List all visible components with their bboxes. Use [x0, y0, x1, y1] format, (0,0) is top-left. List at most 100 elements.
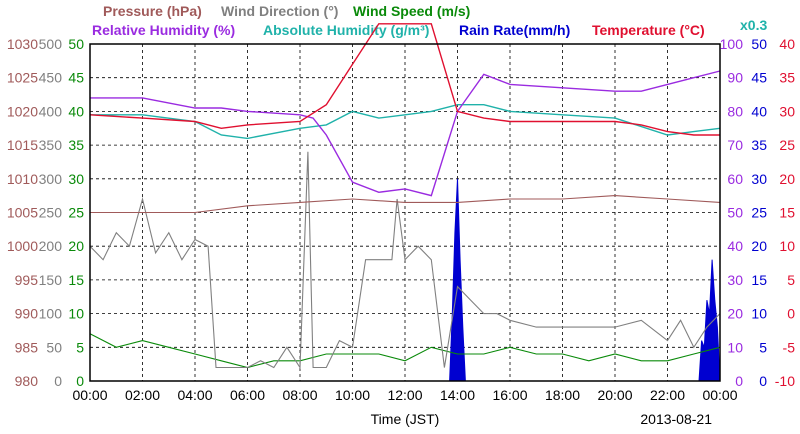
- y-tick-wind-direction: 100: [39, 306, 63, 322]
- y-tick-rain-rate: 40: [751, 103, 767, 119]
- x-tick-label: 18:00: [545, 387, 580, 403]
- y-tick-temperature: 10: [779, 238, 795, 254]
- y-tick-rain-rate: 25: [751, 205, 767, 221]
- x-tick-label: 12:00: [387, 387, 422, 403]
- legend-temperature: Temperature (°C): [592, 22, 705, 38]
- x-tick-label: 20:00: [597, 387, 632, 403]
- x-tick-label: 22:00: [650, 387, 685, 403]
- x-tick-label: 08:00: [282, 387, 317, 403]
- legend-relative-humidity: Relative Humidity (%): [92, 22, 235, 38]
- y-tick-temperature: 0: [787, 306, 795, 322]
- legend-wind-speed: Wind Speed (m/s): [353, 3, 470, 19]
- y-tick-wind-speed: 45: [68, 70, 84, 86]
- tick-labels: 1030102510201015101010051000995990985980…: [7, 36, 795, 403]
- series-humidity-absolute: [90, 103, 721, 140]
- x-axis-label: Time (JST): [371, 411, 440, 427]
- x-tick-label: 02:00: [125, 387, 160, 403]
- series-rain-rate: [90, 178, 721, 382]
- y-tick-temperature: 40: [779, 36, 795, 52]
- y-tick-rain-rate: 20: [751, 238, 767, 254]
- y-tick-humidity: 20: [727, 306, 743, 322]
- y-tick-rain-rate: 30: [751, 171, 767, 187]
- x-tick-label: 10:00: [335, 387, 370, 403]
- legend-wind-direction: Wind Direction (°): [221, 3, 338, 19]
- series-humidity: [90, 70, 721, 197]
- y-tick-pressure: 990: [15, 306, 39, 322]
- date-label: 2013-08-21: [640, 411, 712, 427]
- series-wind-speed: [89, 333, 721, 369]
- y-tick-wind-speed: 15: [68, 272, 84, 288]
- y-tick-wind-direction: 450: [39, 70, 63, 86]
- y-tick-rain-rate: 10: [751, 306, 767, 322]
- y-tick-wind-speed: 35: [68, 137, 84, 153]
- y-tick-pressure: 1030: [7, 36, 38, 52]
- y-tick-wind-direction: 0: [54, 373, 62, 389]
- y-tick-temperature: 30: [779, 103, 795, 119]
- x-tick-label: 00:00: [702, 387, 737, 403]
- y-tick-wind-direction: 400: [39, 103, 63, 119]
- plot-grid: [90, 44, 720, 381]
- y-tick-wind-speed: 5: [76, 339, 84, 355]
- legend-pressure: Pressure (hPa): [103, 3, 202, 19]
- legend-rain-rate: Rain Rate(mm/h): [459, 22, 570, 38]
- y-tick-wind-direction: 500: [39, 36, 63, 52]
- x-tick-label: 14:00: [440, 387, 475, 403]
- y-tick-temperature: 5: [787, 272, 795, 288]
- legend-scale-factor: x0.3: [740, 17, 767, 33]
- y-tick-rain-rate: 45: [751, 70, 767, 86]
- series-layer: [89, 23, 721, 382]
- y-tick-temperature: 15: [779, 205, 795, 221]
- x-tick-label: 04:00: [177, 387, 212, 403]
- y-tick-wind-direction: 200: [39, 238, 63, 254]
- y-tick-wind-speed: 10: [68, 306, 84, 322]
- y-tick-humidity: 80: [727, 103, 743, 119]
- y-tick-humidity: 10: [727, 339, 743, 355]
- y-tick-wind-speed: 40: [68, 103, 84, 119]
- y-tick-temperature: 35: [779, 70, 795, 86]
- series-pressure: [90, 195, 721, 214]
- y-tick-humidity: 90: [727, 70, 743, 86]
- series-temperature: [89, 23, 720, 136]
- y-tick-temperature: 20: [779, 171, 795, 187]
- y-tick-humidity: 50: [727, 205, 743, 221]
- y-tick-wind-speed: 0: [76, 373, 84, 389]
- y-tick-temperature: 25: [779, 137, 795, 153]
- y-tick-rain-rate: 0: [759, 373, 767, 389]
- y-tick-humidity: 70: [727, 137, 743, 153]
- y-tick-wind-speed: 50: [68, 36, 84, 52]
- y-tick-temperature: -5: [783, 339, 796, 355]
- y-tick-wind-speed: 30: [68, 171, 84, 187]
- series-wind-direction: [89, 151, 721, 370]
- y-tick-pressure: 985: [15, 339, 39, 355]
- y-tick-wind-direction: 150: [39, 272, 63, 288]
- y-tick-pressure: 1020: [7, 103, 38, 119]
- plot-frame: [89, 43, 721, 382]
- y-tick-humidity: 30: [727, 272, 743, 288]
- legend-absolute-humidity: Absolute Humidity (g/m³): [263, 22, 429, 38]
- x-tick-label: 06:00: [230, 387, 265, 403]
- y-tick-wind-direction: 50: [46, 339, 62, 355]
- y-tick-wind-speed: 25: [68, 205, 84, 221]
- y-tick-rain-rate: 5: [759, 339, 767, 355]
- y-tick-pressure: 1010: [7, 171, 38, 187]
- y-tick-wind-direction: 300: [39, 171, 63, 187]
- y-tick-wind-direction: 350: [39, 137, 63, 153]
- y-tick-humidity: 100: [720, 36, 744, 52]
- x-tick-label: 16:00: [492, 387, 527, 403]
- y-tick-wind-direction: 250: [39, 205, 63, 221]
- y-tick-humidity: 0: [735, 373, 743, 389]
- y-tick-wind-speed: 20: [68, 238, 84, 254]
- y-tick-pressure: 980: [15, 373, 39, 389]
- y-tick-pressure: 1005: [7, 205, 38, 221]
- x-tick-label: 00:00: [72, 387, 107, 403]
- y-tick-pressure: 1015: [7, 137, 38, 153]
- y-tick-rain-rate: 35: [751, 137, 767, 153]
- y-tick-temperature: -10: [775, 373, 795, 389]
- y-tick-humidity: 60: [727, 171, 743, 187]
- y-tick-humidity: 40: [727, 238, 743, 254]
- y-tick-rain-rate: 50: [751, 36, 767, 52]
- y-tick-pressure: 1000: [7, 238, 38, 254]
- y-tick-pressure: 1025: [7, 70, 38, 86]
- y-tick-rain-rate: 15: [751, 272, 767, 288]
